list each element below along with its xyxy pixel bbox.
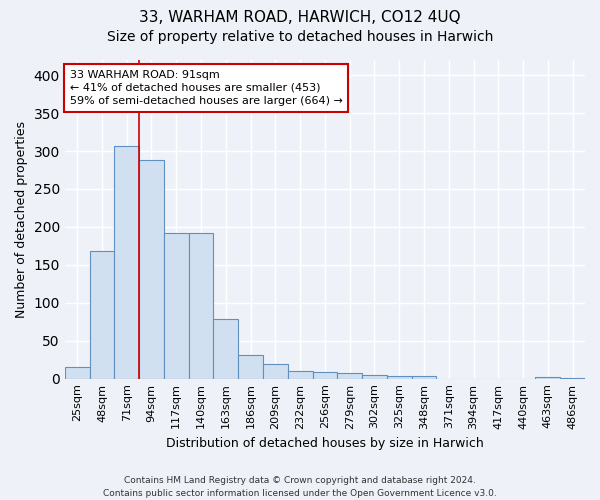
Bar: [362, 375, 387, 378]
Y-axis label: Number of detached properties: Number of detached properties: [15, 121, 28, 318]
Bar: [535, 377, 560, 378]
Bar: [337, 374, 362, 378]
Text: Size of property relative to detached houses in Harwich: Size of property relative to detached ho…: [107, 30, 493, 44]
Text: Contains HM Land Registry data © Crown copyright and database right 2024.
Contai: Contains HM Land Registry data © Crown c…: [103, 476, 497, 498]
Bar: [139, 160, 164, 378]
Bar: [387, 376, 412, 378]
X-axis label: Distribution of detached houses by size in Harwich: Distribution of detached houses by size …: [166, 437, 484, 450]
Bar: [164, 233, 188, 378]
Bar: [115, 146, 139, 378]
Text: 33 WARHAM ROAD: 91sqm
← 41% of detached houses are smaller (453)
59% of semi-det: 33 WARHAM ROAD: 91sqm ← 41% of detached …: [70, 70, 343, 106]
Bar: [238, 355, 263, 378]
Text: 33, WARHAM ROAD, HARWICH, CO12 4UQ: 33, WARHAM ROAD, HARWICH, CO12 4UQ: [139, 10, 461, 25]
Bar: [263, 364, 288, 378]
Bar: [89, 251, 115, 378]
Bar: [65, 368, 89, 378]
Bar: [412, 376, 436, 378]
Bar: [214, 320, 238, 378]
Bar: [313, 372, 337, 378]
Bar: [188, 233, 214, 378]
Bar: [288, 371, 313, 378]
